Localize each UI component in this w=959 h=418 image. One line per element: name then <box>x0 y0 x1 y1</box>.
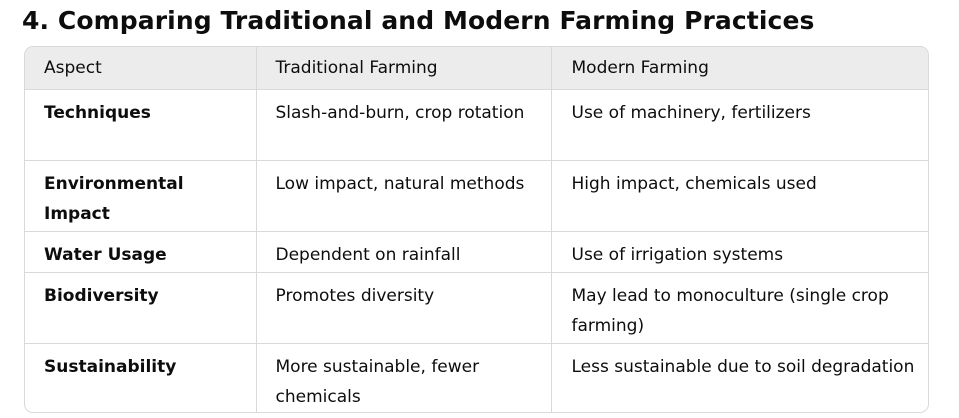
header-aspect: Aspect <box>25 47 257 89</box>
aspect-cell: Techniques <box>25 88 257 160</box>
table-header-row: Aspect Traditional Farming Modern Farmin… <box>25 47 928 89</box>
traditional-cell: More sustainable, fewer chemicals <box>256 342 552 412</box>
comparison-table: Aspect Traditional Farming Modern Farmin… <box>24 46 929 413</box>
table-row: Biodiversity Promotes diversity May lead… <box>25 271 928 343</box>
aspect-cell: Biodiversity <box>25 271 257 343</box>
header-traditional-farming: Traditional Farming <box>256 47 552 89</box>
modern-cell: May lead to monoculture (single crop far… <box>551 271 928 343</box>
aspect-cell: Environmental Impact <box>25 159 257 231</box>
table-row: Water Usage Dependent on rainfall Use of… <box>25 230 928 272</box>
aspect-cell: Sustainability <box>25 342 257 412</box>
farming-comparison-table: Aspect Traditional Farming Modern Farmin… <box>25 47 928 412</box>
aspect-cell: Water Usage <box>25 230 257 272</box>
header-modern-farming: Modern Farming <box>571 57 709 78</box>
table-row: Techniques Slash-and-burn, crop rotation… <box>25 88 928 160</box>
traditional-cell: Low impact, natural methods <box>256 159 552 231</box>
modern-cell: Less sustainable due to soil degradation <box>551 342 928 412</box>
modern-cell: Use of machinery, fertilizers <box>551 88 928 160</box>
table-row: Sustainability More sustainable, fewer c… <box>25 342 928 412</box>
modern-cell: Use of irrigation systems <box>551 230 928 272</box>
traditional-cell: Promotes diversity <box>256 271 552 343</box>
traditional-cell: Dependent on rainfall <box>256 230 552 272</box>
traditional-cell: Slash-and-burn, crop rotation <box>256 88 552 160</box>
modern-cell: High impact, chemicals used <box>551 159 928 231</box>
table-row: Environmental Impact Low impact, natural… <box>25 159 928 231</box>
page-title: 4. Comparing Traditional and Modern Farm… <box>22 6 815 35</box>
